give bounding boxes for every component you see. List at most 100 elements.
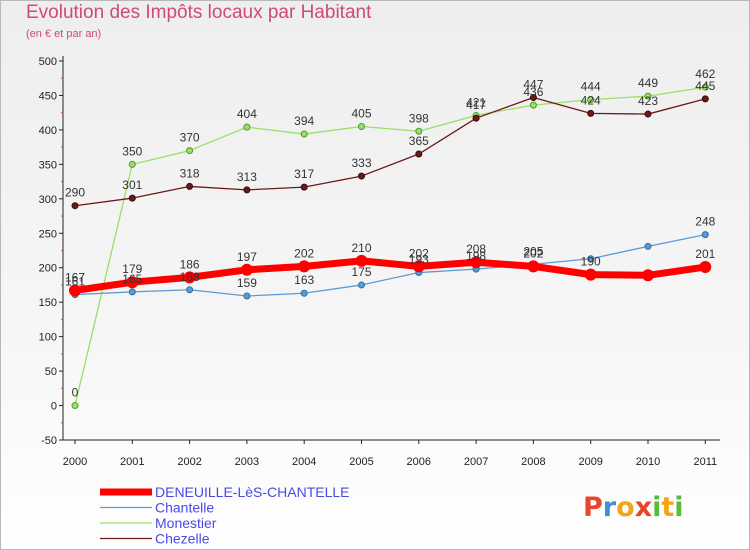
x-tick-label: 2010 [636, 456, 660, 468]
x-tick-label: 2000 [63, 456, 87, 468]
data-label: 186 [180, 257, 200, 271]
data-point [128, 194, 136, 202]
data-label: 398 [409, 111, 429, 125]
data-label: 175 [351, 265, 371, 279]
y-tick-label: 350 [39, 159, 57, 171]
legend-label-0: DENEUILLE-LèS-CHANTELLE [155, 484, 350, 500]
data-point [587, 109, 595, 117]
data-label: 290 [65, 186, 85, 200]
x-tick-label: 2003 [235, 456, 259, 468]
y-tick-label: -50 [41, 435, 57, 447]
data-label: 365 [409, 134, 429, 148]
data-label: 370 [180, 131, 200, 145]
data-point [126, 276, 139, 289]
data-label: 350 [122, 144, 142, 158]
logo-letter: i [652, 492, 661, 523]
y-tick-label: 450 [39, 90, 57, 102]
data-label: 436 [523, 85, 543, 99]
data-label: 161 [65, 275, 85, 289]
data-label: 313 [237, 170, 257, 184]
data-label: 179 [122, 262, 142, 276]
data-point [186, 147, 194, 155]
data-point [415, 127, 423, 135]
data-point [240, 263, 253, 276]
data-labels: 167 179 186 197 202 210 202 208 202 201 161 165 168 1… [65, 67, 716, 399]
data-label: 205 [523, 244, 543, 258]
data-label: 444 [581, 80, 601, 94]
data-point [587, 255, 595, 263]
data-point [183, 271, 196, 284]
data-point [300, 289, 308, 297]
data-point [584, 268, 597, 281]
data-label: 421 [466, 95, 486, 109]
data-point [243, 186, 251, 194]
data-point [186, 182, 194, 190]
data-label: 197 [237, 250, 257, 264]
data-label: 301 [122, 178, 142, 192]
data-point [699, 261, 712, 274]
data-label: 318 [180, 166, 200, 180]
series-layer [69, 83, 712, 410]
proxiti-logo-text: Proxiti [583, 492, 684, 523]
legend-label-3: Chezelle [155, 531, 210, 547]
data-point [358, 172, 365, 180]
data-point [644, 110, 652, 118]
data-point [358, 122, 365, 130]
logo-letter: t [661, 492, 674, 523]
data-label: 210 [351, 241, 371, 255]
y-tick-label: 0 [51, 401, 57, 413]
data-label: 202 [409, 246, 429, 260]
data-label: 165 [122, 272, 142, 286]
series-line-1 [74, 234, 706, 297]
data-point [358, 281, 365, 289]
data-label: 394 [294, 114, 314, 128]
data-point [298, 260, 311, 273]
data-label: 202 [523, 246, 543, 260]
data-label: 168 [180, 270, 200, 284]
axes: -50 0 50 100 150 200 250 300 350 400 450 500 2000 200… [39, 56, 720, 468]
data-point [71, 202, 79, 210]
y-tick-label: 250 [39, 228, 57, 240]
legend-label-2: Monestier [155, 515, 217, 531]
data-point [644, 92, 652, 100]
data-label: 449 [638, 76, 658, 90]
x-tick-label: 2004 [292, 456, 316, 468]
data-point [527, 260, 540, 273]
data-label: 417 [466, 98, 486, 112]
series-line-2 [74, 86, 706, 407]
legend-label-1: Chantelle [155, 500, 214, 516]
data-point [415, 150, 423, 158]
data-label: 193 [409, 253, 429, 267]
y-tick-label: 300 [39, 194, 57, 206]
data-point [243, 123, 251, 131]
y-tick-label: 200 [39, 263, 57, 275]
data-point [644, 242, 652, 250]
data-label: 333 [351, 156, 371, 170]
data-point [300, 130, 308, 138]
x-tick-label: 2001 [120, 456, 144, 468]
data-label: 0 [72, 386, 79, 400]
data-label: 447 [523, 78, 543, 92]
data-label: 159 [237, 276, 257, 290]
data-label: 405 [351, 106, 371, 120]
logo-letter: i [674, 492, 683, 523]
data-label: 317 [294, 167, 314, 181]
data-label: 208 [466, 242, 486, 256]
logo-letter: o [616, 492, 635, 523]
data-label: 404 [237, 107, 257, 121]
logo-letter: P [583, 492, 603, 523]
data-point [529, 101, 537, 109]
x-tick-label: 2009 [578, 456, 602, 468]
data-point [128, 160, 136, 168]
y-tick-label: 150 [39, 297, 57, 309]
y-tick-label: 100 [39, 332, 57, 344]
x-tick-label: 2007 [464, 456, 488, 468]
data-point [71, 402, 79, 410]
x-tick-label: 2006 [407, 456, 431, 468]
data-point [355, 254, 368, 267]
y-tick-label: 50 [45, 366, 57, 378]
data-point [587, 96, 595, 104]
data-point [243, 292, 251, 300]
data-point [128, 288, 136, 296]
data-label: 423 [638, 94, 658, 108]
